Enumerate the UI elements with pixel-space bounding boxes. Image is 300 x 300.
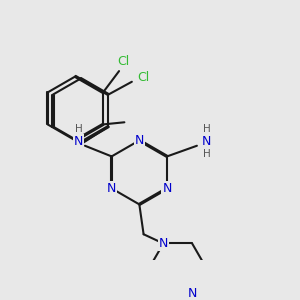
Text: H: H [202,149,210,159]
Text: N: N [162,182,172,195]
Text: N: N [188,287,197,300]
Text: N: N [74,135,83,148]
Text: H: H [75,124,83,134]
Text: N: N [135,134,144,147]
Text: Cl: Cl [137,71,150,84]
Text: N: N [202,135,211,148]
Text: Cl: Cl [117,55,129,68]
Text: N: N [107,182,116,195]
Text: N: N [159,237,168,250]
Text: H: H [202,124,210,134]
